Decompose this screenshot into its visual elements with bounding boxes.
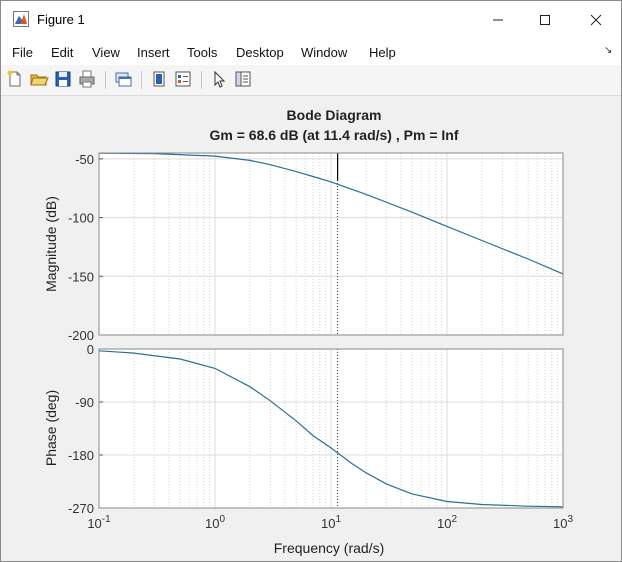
menu-bar: File Edit View Insert Tools Desktop Wind… xyxy=(1,39,621,65)
x-tick-label: 103 xyxy=(553,514,573,531)
magnitude-series-line xyxy=(98,152,564,275)
print-icon[interactable] xyxy=(77,69,97,89)
menu-window[interactable]: Window xyxy=(301,45,348,60)
property-editor-icon[interactable] xyxy=(233,69,253,89)
open-file-icon[interactable] xyxy=(29,69,49,89)
menu-view[interactable]: View xyxy=(92,45,120,60)
title-bar[interactable]: Figure 1 xyxy=(1,1,621,39)
maximize-icon xyxy=(540,15,550,25)
new-figure-icon[interactable] xyxy=(5,69,25,89)
pointer-icon[interactable] xyxy=(209,69,229,89)
magnitude-y-tick-label: -100 xyxy=(68,211,94,226)
minimize-icon xyxy=(493,19,503,21)
menu-help[interactable]: Help xyxy=(369,45,396,60)
x-axis-label: Frequency (rad/s) xyxy=(274,540,384,556)
figure-toolbar xyxy=(1,65,621,96)
legend-icon[interactable] xyxy=(173,69,193,89)
x-tick-labels: 10-1 100 101 102 103 xyxy=(87,514,573,531)
phase-panel: 0 -90 -180 -270 Phase (deg) xyxy=(43,342,564,516)
close-button[interactable] xyxy=(573,1,619,39)
maximize-button[interactable] xyxy=(522,1,568,39)
x-tick-label: 102 xyxy=(437,514,457,531)
x-tick-label: 101 xyxy=(321,514,341,531)
magnitude-axes-box xyxy=(98,152,564,336)
magnitude-y-axis-label: Magnitude (dB) xyxy=(43,196,59,292)
menu-tools[interactable]: Tools xyxy=(187,45,218,60)
save-icon[interactable] xyxy=(53,69,73,89)
bode-chart: Bode Diagram Gm = 68.6 dB (at 11.4 rad/s… xyxy=(43,107,573,556)
menu-edit[interactable]: Edit xyxy=(51,45,74,60)
chart-title: Bode Diagram xyxy=(287,107,382,123)
phase-y-tick-label: -270 xyxy=(68,501,94,516)
magnitude-panel: -50 -100 -150 -200 Magnitude (dB) xyxy=(43,152,564,343)
minimize-button[interactable] xyxy=(475,1,521,39)
close-icon xyxy=(590,14,602,26)
link-plot-icon[interactable] xyxy=(113,69,133,89)
magnitude-y-tick-label: -150 xyxy=(68,269,94,284)
phase-y-axis-label: Phase (deg) xyxy=(43,390,59,466)
menu-file[interactable]: File xyxy=(12,45,33,60)
phase-y-tick-label: -90 xyxy=(75,395,94,410)
chart-subtitle: Gm = 68.6 dB (at 11.4 rad/s) , Pm = Inf xyxy=(210,127,459,143)
window-title: Figure 1 xyxy=(37,12,85,27)
colorbar-icon[interactable] xyxy=(149,69,169,89)
phase-series-line xyxy=(98,350,564,508)
phase-y-tick-label: 0 xyxy=(87,342,94,357)
x-tick-label: 10-1 xyxy=(87,514,111,531)
magnitude-y-tick-label: -200 xyxy=(68,328,94,343)
x-tick-label: 100 xyxy=(205,514,225,531)
matlab-figure-icon xyxy=(13,11,29,27)
dock-arrow-icon[interactable]: ↘ xyxy=(604,45,613,56)
toolbar-separator xyxy=(141,71,142,89)
phase-axes-box xyxy=(98,348,564,509)
figure-canvas: Bode Diagram Gm = 68.6 dB (at 11.4 rad/s… xyxy=(1,96,621,561)
menu-desktop[interactable]: Desktop xyxy=(236,45,284,60)
toolbar-separator xyxy=(105,71,106,89)
phase-y-tick-label: -180 xyxy=(68,448,94,463)
menu-insert[interactable]: Insert xyxy=(137,45,170,60)
magnitude-y-tick-label: -50 xyxy=(75,152,94,167)
toolbar-separator xyxy=(201,71,202,89)
